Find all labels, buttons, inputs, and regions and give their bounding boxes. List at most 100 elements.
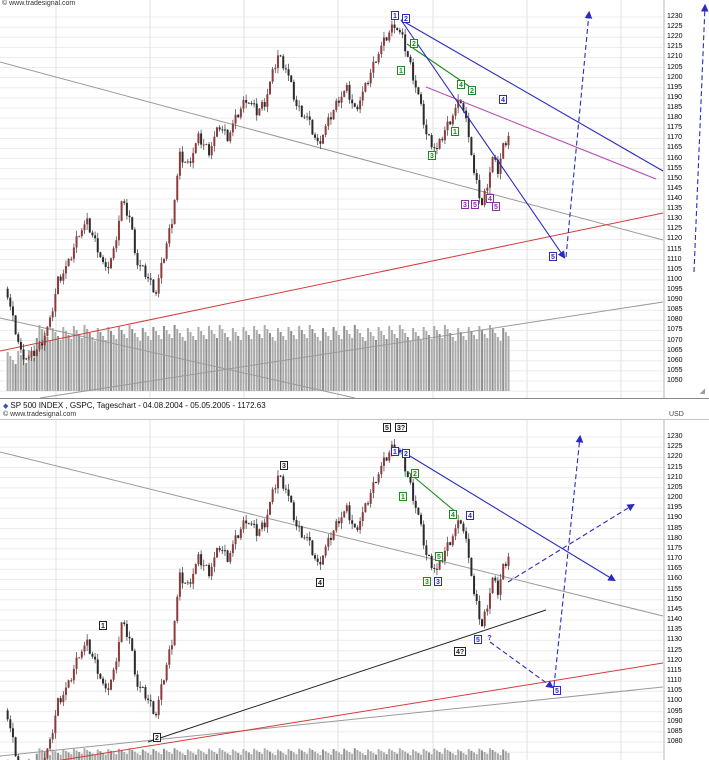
chart-title: SP 500 INDEX , GSPC, Tageschart - 04.08.… — [10, 401, 266, 410]
wave-label-3: 3 — [461, 200, 469, 209]
price-axis-label: 1100 — [667, 697, 683, 705]
price-axis-label: 1135 — [667, 626, 683, 634]
price-axis-label: 1140 — [667, 616, 683, 624]
price-axis-label: 1110 — [667, 255, 682, 263]
price-axis-label: 1050 — [667, 376, 683, 384]
watermark: © www.tradesignal.com — [3, 411, 77, 418]
chart-header: ◆ SP 500 INDEX , GSPC, Tageschart - 04.08… — [0, 398, 709, 420]
price-axis-label: 1140 — [667, 194, 683, 202]
price-axis-label: 1155 — [667, 585, 683, 593]
price-axis-label: 1060 — [667, 356, 683, 364]
price-axis-label: 1115 — [667, 245, 682, 253]
price-axis-label: 1210 — [667, 473, 683, 481]
price-axis-label: 1230 — [667, 433, 683, 440]
wave-label-1: 1 — [397, 66, 405, 75]
price-axis-label: 1215 — [667, 43, 683, 51]
wave-label-4: 4 — [457, 80, 465, 89]
price-axis-label: 1135 — [667, 205, 683, 213]
wave-label-3: 3 — [428, 151, 436, 160]
price-axis-label: 1195 — [667, 83, 683, 91]
price-axis-label: 1160 — [667, 575, 683, 583]
wave-label-1: 1 — [391, 447, 399, 456]
price-axis-label: 1055 — [667, 366, 683, 374]
wave-label-5: 5 — [553, 686, 561, 695]
wave-label-4: 4 — [499, 95, 507, 104]
lower-chart-pane: 5 3? 3 1 2 2 1 4 4 5 4 3 3 1 5? 4? 2 5 1230 1225 1220 1215 121… — [0, 420, 709, 760]
wave-label-1: 1 — [391, 11, 399, 20]
wave-label-3: 3 — [423, 577, 431, 586]
price-axis-label: 1080 — [667, 316, 683, 324]
price-axis-label: 1070 — [667, 336, 683, 344]
wave-label-1: 1 — [451, 127, 459, 136]
price-axis-label: 1120 — [667, 656, 683, 664]
price-axis-label: 1150 — [667, 174, 683, 182]
currency-label: USD — [669, 411, 684, 418]
watermark: © www.tradesignal.com — [2, 0, 76, 7]
price-axis-label: 1110 — [667, 677, 682, 685]
wave-label-q: ? — [487, 635, 492, 642]
price-axis-label: 1170 — [667, 134, 683, 142]
wave-label-5: 5 — [549, 252, 557, 261]
chart-title-row: ◆ SP 500 INDEX , GSPC, Tageschart - 04.08… — [3, 401, 709, 411]
wave-label-4: 4 — [466, 511, 474, 520]
wave-label-2: 2 — [153, 733, 161, 742]
price-axis-label: 1200 — [667, 73, 683, 81]
price-axis-label: 1145 — [667, 184, 683, 192]
price-axis-label: 1220 — [667, 453, 683, 461]
price-axis-label: 1170 — [667, 555, 683, 563]
price-axis-label: 1225 — [667, 443, 683, 451]
wave-label-4: 4 — [316, 578, 324, 587]
wave-label-1: 1 — [99, 621, 107, 630]
price-axis-label: 1220 — [667, 33, 683, 41]
wave-label-5: 5 — [435, 552, 443, 561]
upper-chart-pane: © www.tradesignal.com ◢ 1 2 2 1 4 2 4 1 3 3 5 4 5 5 12… — [0, 0, 709, 398]
wave-label-5: 5 — [471, 200, 479, 209]
price-axis-label: 1185 — [667, 103, 683, 111]
price-axis-label: 1180 — [667, 534, 683, 542]
price-axis-label: 1165 — [667, 144, 683, 152]
price-axis-label: 1105 — [667, 265, 683, 273]
wave-label-5: 5 — [383, 423, 391, 432]
price-axis-label: 1075 — [667, 326, 683, 334]
price-axis-label: 1125 — [667, 225, 683, 233]
price-axis-label: 1130 — [667, 636, 683, 644]
wave-label-3q: 3? — [395, 423, 408, 432]
price-axis-label: 1230 — [667, 13, 683, 20]
price-axis-label: 1090 — [667, 717, 683, 725]
price-axis-label: 1130 — [667, 215, 683, 223]
price-axis-label: 1200 — [667, 494, 683, 502]
wave-label-4: 4 — [449, 510, 457, 519]
wave-label-2: 2 — [402, 449, 410, 458]
wave-label-4: 4 — [486, 194, 494, 203]
price-axis-label: 1155 — [667, 164, 683, 172]
price-axis-label: 1180 — [667, 114, 683, 122]
price-axis-label: 1100 — [667, 275, 683, 283]
instrument-icon: ◆ — [3, 403, 9, 410]
price-axis-label: 1190 — [667, 93, 683, 101]
price-axis-label: 1150 — [667, 595, 683, 603]
price-axis-label: 1190 — [667, 514, 683, 522]
price-axis-label: 1205 — [667, 483, 683, 491]
price-axis-label: 1145 — [667, 605, 683, 613]
price-axis-label: 1175 — [667, 124, 683, 132]
price-axis-label: 1175 — [667, 544, 683, 552]
price-axis-label: 1205 — [667, 63, 683, 71]
price-axis-label: 1215 — [667, 463, 683, 471]
wave-label-1: 1 — [399, 492, 407, 501]
price-axis-label: 1095 — [667, 285, 683, 293]
price-axis-label: 1115 — [667, 666, 682, 674]
price-axis-label: 1210 — [667, 53, 683, 61]
wave-label-5: 5 — [492, 202, 500, 211]
wave-label-3: 3 — [280, 461, 288, 470]
price-axis-label: 1085 — [667, 306, 683, 314]
wave-label-2: 2 — [411, 469, 419, 478]
price-axis-label: 1225 — [667, 23, 683, 31]
price-axis-label: 1085 — [667, 727, 683, 735]
price-axis-label: 1105 — [667, 687, 683, 695]
price-axis-label: 1195 — [667, 504, 683, 512]
wave-label-2: 2 — [410, 39, 418, 48]
wave-label-3: 3 — [434, 577, 442, 586]
wave-label-4q: 4? — [454, 647, 467, 656]
price-axis-label: 1080 — [667, 738, 683, 746]
price-axis-label: 1160 — [667, 154, 683, 162]
